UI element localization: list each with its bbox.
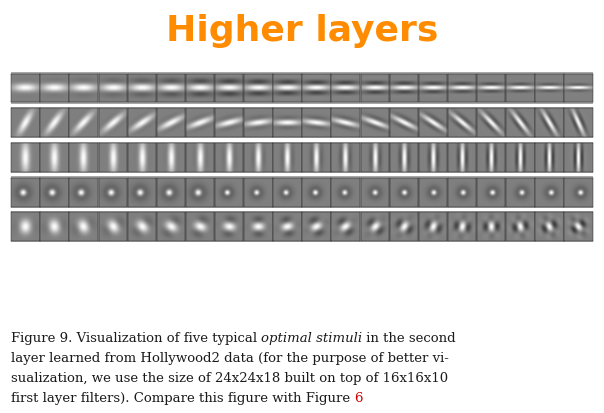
Bar	[11, 72, 593, 104]
Text: sualization, we use the size of 24x24x18 built on top of 16x16x10: sualization, we use the size of 24x24x18…	[11, 372, 448, 385]
Text: 6: 6	[355, 392, 363, 405]
Text: optimal stimuli: optimal stimuli	[262, 332, 362, 345]
Text: layer learned from Hollywood2 data (for the purpose of better vi-: layer learned from Hollywood2 data (for …	[11, 352, 449, 365]
Text: first layer filters). Compare this figure with Figure: first layer filters). Compare this figur…	[11, 392, 355, 405]
Text: in the second: in the second	[362, 332, 456, 345]
Text: Higher layers: Higher layers	[166, 14, 438, 48]
Bar	[11, 142, 593, 173]
Bar	[11, 107, 593, 138]
Bar	[11, 211, 593, 242]
Bar	[11, 176, 593, 208]
Text: Figure 9. Visualization of five typical: Figure 9. Visualization of five typical	[11, 332, 262, 345]
